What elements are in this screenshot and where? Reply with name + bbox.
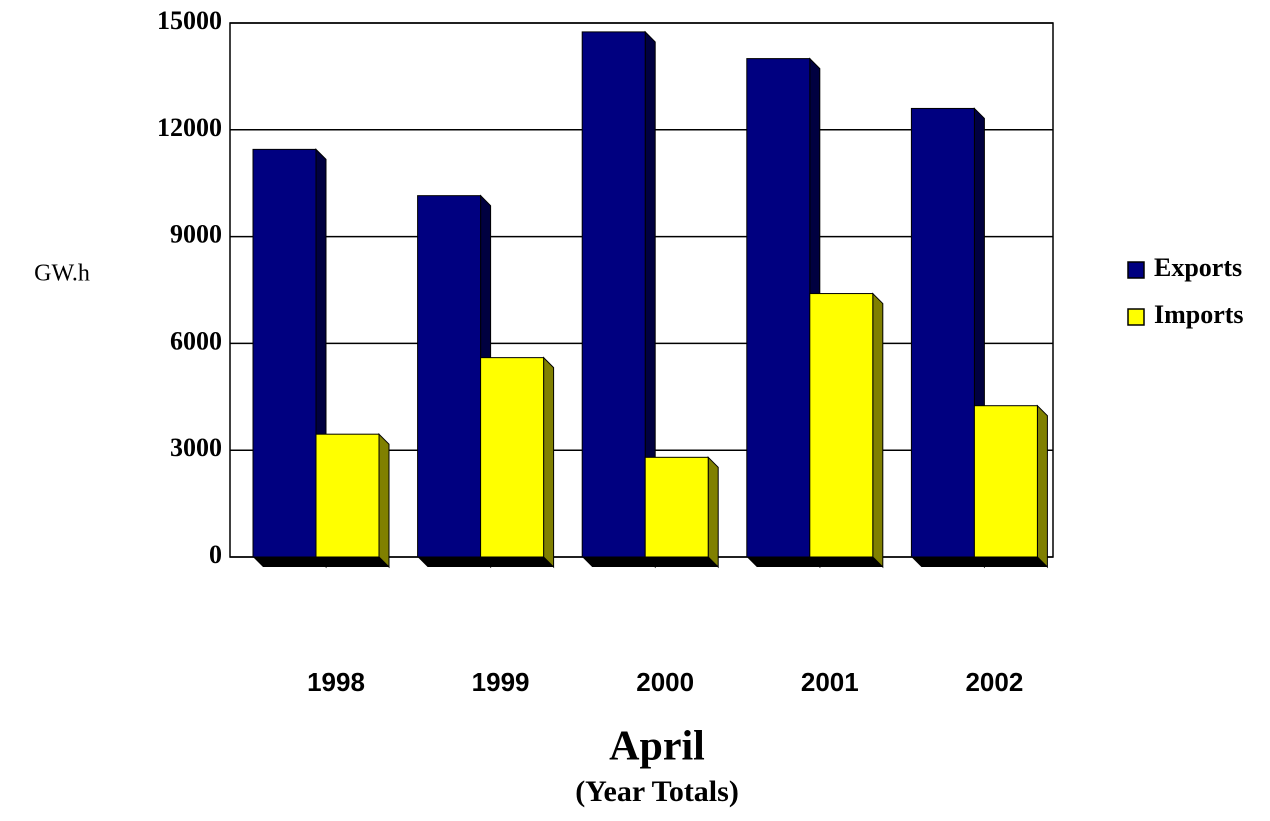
chart-subtitle: (Year Totals) [575, 775, 739, 808]
bar-floor [253, 557, 326, 567]
x-tick-label: 1999 [472, 667, 530, 697]
bar [315, 433, 380, 558]
y-tick-label: 6000 [170, 326, 222, 355]
bar [581, 31, 646, 558]
bar-floor [582, 557, 656, 567]
bar [746, 58, 811, 558]
bar-floor [809, 557, 883, 567]
legend-swatch [1127, 308, 1145, 326]
x-tick-label: 2002 [965, 667, 1023, 697]
bar-side [378, 432, 390, 569]
legend-label: Exports [1154, 253, 1242, 282]
bar-floor [911, 557, 985, 567]
bar-side [707, 456, 719, 569]
bar-side [872, 292, 884, 569]
chart-title: April [609, 724, 705, 770]
bar-side [1036, 404, 1048, 569]
bar [973, 405, 1038, 558]
y-tick-label: 15000 [157, 6, 222, 35]
bar-floor [974, 557, 1048, 567]
x-tick-label: 1998 [307, 667, 365, 697]
bar [480, 357, 545, 558]
y-axis-label: GW.h [34, 261, 90, 287]
bar [809, 293, 874, 558]
y-tick-label: 3000 [170, 433, 222, 462]
x-tick-label: 2001 [801, 667, 859, 697]
bar-floor [746, 557, 820, 567]
bar [910, 107, 975, 558]
legend-swatch [1127, 261, 1145, 279]
bar-floor [316, 557, 389, 567]
x-tick-label: 2000 [636, 667, 694, 697]
bar-floor [417, 557, 491, 567]
y-tick-label: 12000 [157, 113, 222, 142]
bar [417, 195, 482, 558]
legend-label: Imports [1154, 300, 1244, 329]
bar-floor [480, 557, 554, 567]
y-tick-label: 9000 [170, 220, 222, 249]
bar [252, 148, 317, 558]
y-tick-label: 0 [209, 540, 222, 569]
bar-floor [645, 557, 719, 567]
bar-side [543, 356, 555, 569]
bar [644, 456, 709, 558]
